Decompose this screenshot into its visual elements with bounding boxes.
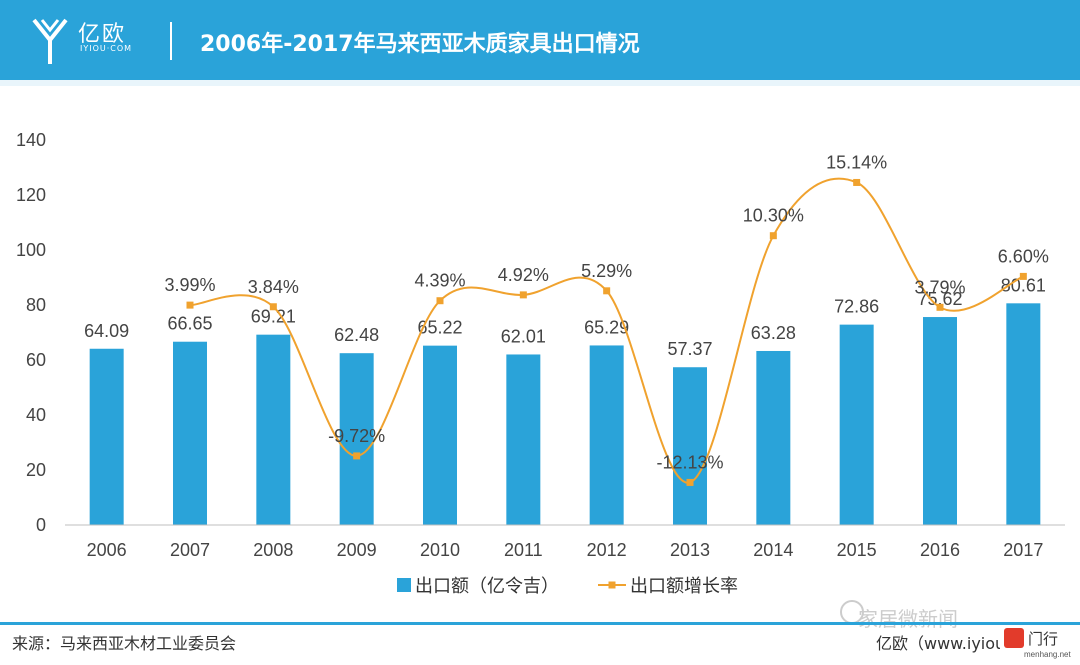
watermark-subtext: menhang.net [1024, 650, 1071, 659]
x-tick-label: 2013 [670, 540, 710, 560]
x-tick-label: 2016 [920, 540, 960, 560]
y-tick-label: 100 [16, 240, 46, 260]
wechat-watermark: 家居微新闻 [858, 609, 958, 631]
y-tick-label: 120 [16, 185, 46, 205]
bar-2007 [173, 341, 207, 525]
header-divider [170, 22, 172, 60]
growth-rate-label: 3.84% [248, 277, 299, 297]
growth-rate-label: 5.29% [581, 261, 632, 281]
x-tick-label: 2006 [87, 540, 127, 560]
x-tick-label: 2017 [1003, 540, 1043, 560]
watermark-text: 门行 [1028, 631, 1059, 648]
bar-2017 [1006, 303, 1041, 525]
bar-2009 [339, 353, 374, 525]
growth-rate-label: 3.99% [164, 275, 215, 295]
bar-value-label: 62.01 [501, 326, 546, 346]
y-tick-label: 0 [36, 515, 46, 535]
bar-2014 [756, 350, 791, 525]
growth-rate-label: 3.79% [914, 277, 965, 297]
bar-value-label: 64.09 [84, 321, 129, 341]
bar-value-label: 66.65 [167, 314, 212, 334]
legend-bar-swatch [397, 578, 411, 592]
growth-rate-point [769, 232, 777, 240]
growth-rate-point [686, 478, 694, 486]
y-tick-label: 20 [26, 460, 46, 480]
footer-divider [0, 622, 1080, 625]
growth-rate-point [269, 303, 277, 311]
y-tick-label: 80 [26, 295, 46, 315]
x-tick-label: 2007 [170, 540, 210, 560]
source-note: 来源：马来西亚木材工业委员会 [12, 634, 237, 653]
legend-bar-label: 出口额（亿令吉） [415, 576, 559, 596]
bar-value-label: 63.28 [751, 323, 796, 343]
growth-rate-point [519, 291, 527, 299]
growth-rate-label: 4.92% [498, 265, 549, 285]
bar-value-label: 65.22 [417, 318, 462, 338]
growth-rate-point [1019, 272, 1027, 280]
export-chart: 0 20 40 60 80 100 120 140 2006 2007 2008 2009 2010 20… [16, 130, 1065, 596]
bar-value-label: 72.86 [834, 297, 879, 317]
bar-value-label: 62.48 [334, 325, 379, 345]
bar-2015 [839, 324, 874, 525]
growth-rate-label: 10.30% [743, 206, 804, 226]
growth-rate-point [353, 452, 361, 460]
growth-rate-point [603, 287, 611, 295]
growth-rate-label: 4.39% [414, 271, 465, 291]
y-tick-label: 40 [26, 405, 46, 425]
logo-subtext: IYIOU·COM [80, 44, 133, 53]
x-tick-label: 2009 [337, 540, 377, 560]
legend-line-marker [608, 581, 616, 589]
bar-value-label: 80.61 [1001, 275, 1046, 295]
growth-rate-label: -9.72% [328, 426, 385, 446]
bar-value-label: 57.37 [667, 339, 712, 359]
x-tick-label: 2014 [753, 540, 793, 560]
header: 亿欧 IYIOU·COM 2006年-2017年马来西亚木质家具出口情况 [0, 0, 1080, 80]
iyiou-logo-icon [32, 18, 68, 64]
bar-2013 [673, 367, 707, 525]
x-tick-label: 2008 [253, 540, 293, 560]
bar-2012 [589, 345, 624, 525]
x-tick-label: 2015 [837, 540, 877, 560]
logo-text: 亿欧 [78, 22, 127, 47]
bar-2006 [89, 348, 124, 525]
bar-2011 [506, 354, 541, 525]
y-tick-label: 140 [16, 130, 46, 150]
growth-rate-label: 15.14% [826, 152, 887, 172]
growth-rate-label: -12.13% [656, 452, 723, 472]
x-tick-label: 2011 [504, 540, 543, 560]
x-tick-label: 2010 [420, 540, 460, 560]
menhang-logo-icon [1004, 628, 1024, 648]
x-tick-label: 2012 [587, 540, 627, 560]
y-tick-label: 60 [26, 350, 46, 370]
legend-line-label: 出口额增长率 [630, 576, 738, 596]
bar-value-label: 65.29 [584, 317, 629, 337]
growth-rate-point [436, 297, 444, 305]
growth-rate-line [189, 177, 1024, 484]
bar-2016 [923, 317, 957, 525]
bar-2008 [256, 334, 291, 525]
growth-rate-point [186, 301, 194, 309]
header-strip [0, 80, 1080, 86]
bar-value-label: 75.62 [917, 289, 962, 309]
growth-rate-point [936, 303, 944, 311]
growth-rate-point [853, 178, 861, 186]
bar-2010 [423, 345, 457, 525]
growth-rate-label: 6.60% [998, 246, 1049, 266]
page-title: 2006年-2017年马来西亚木质家具出口情况 [200, 32, 640, 57]
